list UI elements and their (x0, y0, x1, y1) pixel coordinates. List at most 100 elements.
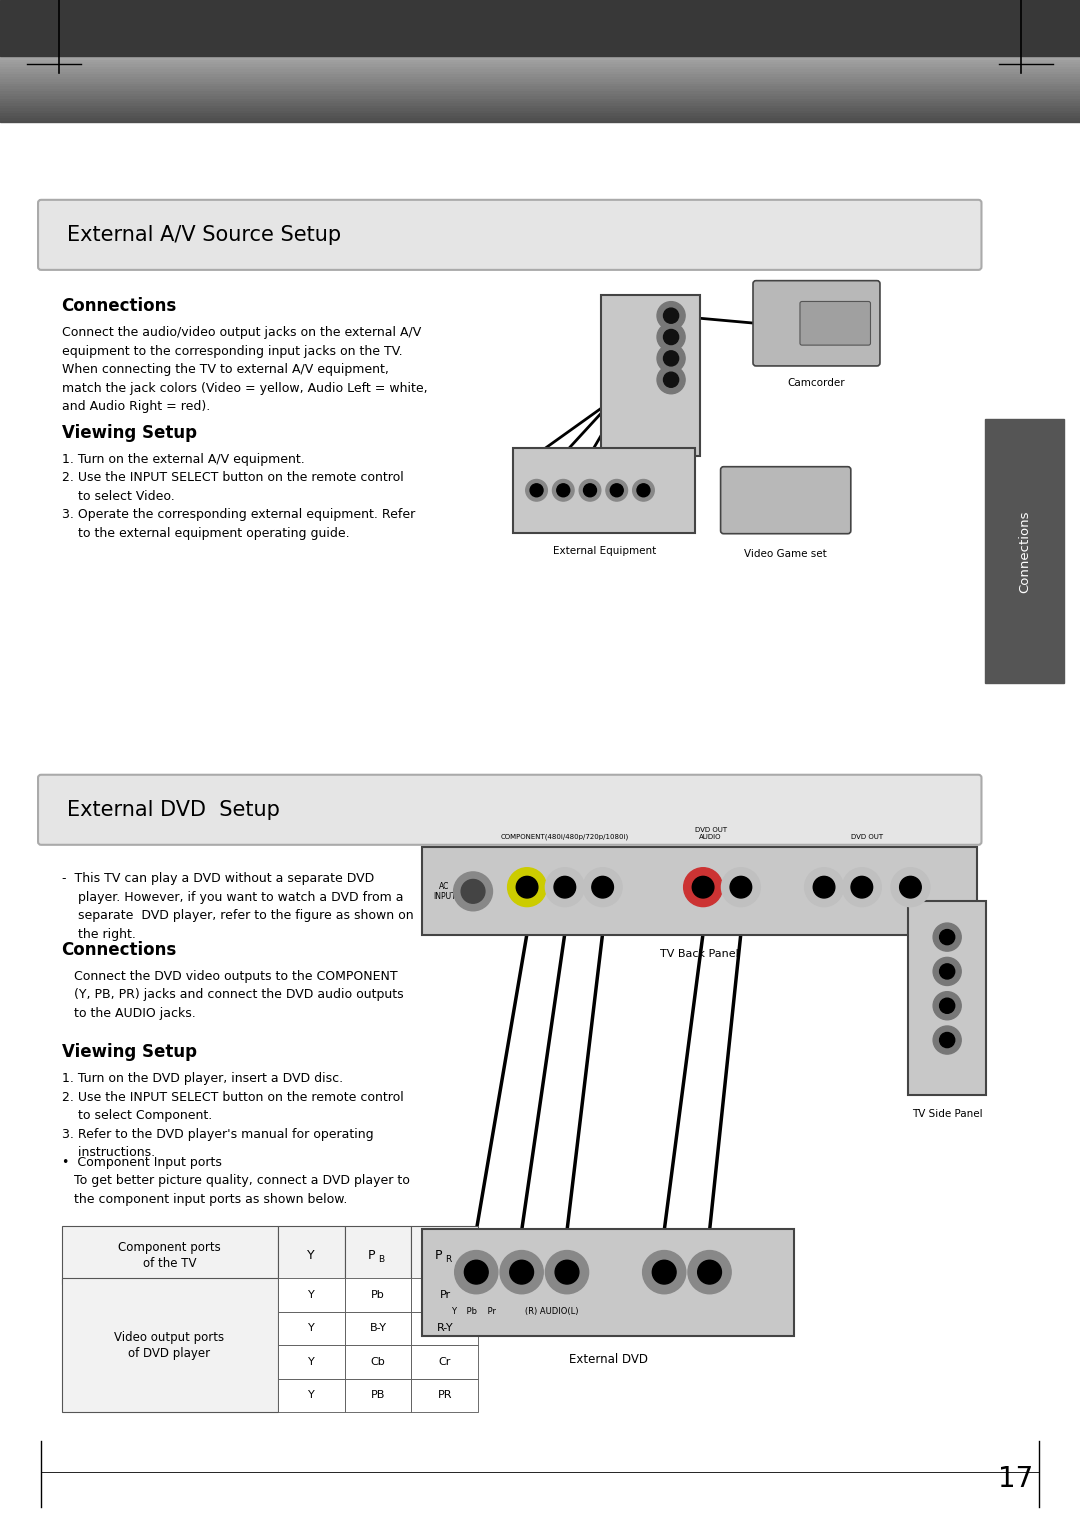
Bar (345, 1278, 411, 1312)
FancyBboxPatch shape (720, 467, 851, 534)
Circle shape (900, 877, 921, 898)
Bar (0, 85, 1080, 88)
Circle shape (606, 479, 627, 502)
Text: DVD OUT
AUDIO: DVD OUT AUDIO (694, 827, 727, 840)
FancyBboxPatch shape (600, 296, 700, 456)
Circle shape (579, 479, 600, 502)
Circle shape (516, 877, 538, 898)
Bar (0, 78, 1080, 81)
Bar (0, 3, 1080, 5)
Circle shape (933, 923, 961, 952)
Text: COMPONENT(480i/480p/720p/1080i): COMPONENT(480i/480p/720p/1080i) (501, 834, 629, 840)
Text: Y    Pb    Pr           (R) AUDIO(L): Y Pb Pr (R) AUDIO(L) (451, 1307, 579, 1316)
Bar (0, 5, 1080, 8)
FancyBboxPatch shape (800, 302, 870, 345)
Circle shape (555, 1260, 579, 1284)
Bar (0, 76, 1080, 78)
Bar (0, 81, 1080, 82)
Bar (278, 1226, 345, 1284)
Bar (0, 40, 1080, 41)
Text: •  Component Input ports
   To get better picture quality, connect a DVD player : • Component Input ports To get better pi… (62, 1156, 409, 1206)
Bar (278, 1312, 345, 1345)
Circle shape (663, 329, 678, 345)
Circle shape (842, 868, 881, 906)
Text: Connections: Connections (1017, 509, 1031, 593)
Circle shape (643, 1250, 686, 1293)
Circle shape (652, 1260, 676, 1284)
Text: External DVD: External DVD (568, 1353, 648, 1366)
Bar (0, 88, 1080, 90)
Text: 1. Turn on the DVD player, insert a DVD disc.
2. Use the INPUT SELECT button on : 1. Turn on the DVD player, insert a DVD … (62, 1072, 403, 1159)
Circle shape (510, 1260, 534, 1284)
Text: 1. Turn on the external A/V equipment.
2. Use the INPUT SELECT button on the rem: 1. Turn on the external A/V equipment. 2… (62, 453, 415, 540)
Bar (0, 73, 1080, 76)
Bar (0, 32, 1080, 34)
Circle shape (813, 877, 835, 898)
Circle shape (637, 483, 650, 497)
Text: External Equipment: External Equipment (553, 546, 656, 557)
Text: R-Y: R-Y (436, 1324, 454, 1333)
Bar (0, 93, 1080, 95)
Circle shape (940, 930, 955, 944)
Bar (0, 27, 1080, 29)
Bar (0, 82, 1080, 85)
Bar (0, 102, 1080, 105)
Text: Video output ports
of DVD player: Video output ports of DVD player (114, 1330, 225, 1360)
Circle shape (688, 1250, 731, 1293)
Bar (0, 53, 1080, 56)
Text: P: P (434, 1249, 442, 1261)
Bar (0, 9, 1080, 12)
Circle shape (851, 877, 873, 898)
Bar (0, 107, 1080, 110)
Circle shape (698, 1260, 721, 1284)
Text: External DVD  Setup: External DVD Setup (67, 799, 280, 820)
Circle shape (545, 1250, 589, 1293)
Circle shape (730, 877, 752, 898)
Circle shape (526, 479, 548, 502)
Bar (411, 1226, 478, 1284)
Bar (278, 1379, 345, 1412)
Bar (0, 105, 1080, 107)
Circle shape (663, 308, 678, 323)
Circle shape (554, 877, 576, 898)
Bar (0, 110, 1080, 113)
Text: Y: Y (308, 1324, 314, 1333)
Text: R: R (445, 1255, 451, 1264)
Text: Connections: Connections (62, 297, 177, 316)
Circle shape (461, 880, 485, 903)
Bar (0, 8, 1080, 9)
Circle shape (657, 323, 685, 351)
Circle shape (692, 877, 714, 898)
Bar (0, 17, 1080, 20)
Bar (345, 1345, 411, 1379)
Text: Pb: Pb (372, 1290, 384, 1299)
Bar (0, 49, 1080, 52)
Circle shape (553, 479, 575, 502)
Circle shape (933, 958, 961, 985)
Bar (0, 41, 1080, 44)
Bar (0, 15, 1080, 17)
Circle shape (610, 483, 623, 497)
Bar (0, 58, 1080, 61)
Bar (0, 44, 1080, 46)
Text: 17: 17 (998, 1466, 1032, 1493)
Bar (0, 21, 1080, 24)
Text: AC
INPUT: AC INPUT (433, 881, 456, 901)
Bar (0, 12, 1080, 15)
Text: Camcorder: Camcorder (787, 378, 846, 389)
Circle shape (464, 1260, 488, 1284)
Circle shape (545, 868, 584, 906)
FancyBboxPatch shape (513, 448, 696, 532)
Bar (0, 119, 1080, 122)
Bar (62, 1226, 278, 1284)
FancyBboxPatch shape (908, 901, 986, 1095)
Bar (0, 0, 1080, 56)
Bar (0, 117, 1080, 119)
Bar (0, 98, 1080, 101)
FancyBboxPatch shape (422, 1229, 794, 1336)
Bar (0, 56, 1080, 58)
Bar (278, 1278, 345, 1312)
Text: Component ports
of the TV: Component ports of the TV (118, 1240, 221, 1270)
Circle shape (940, 999, 955, 1013)
Text: Y: Y (307, 1249, 315, 1261)
